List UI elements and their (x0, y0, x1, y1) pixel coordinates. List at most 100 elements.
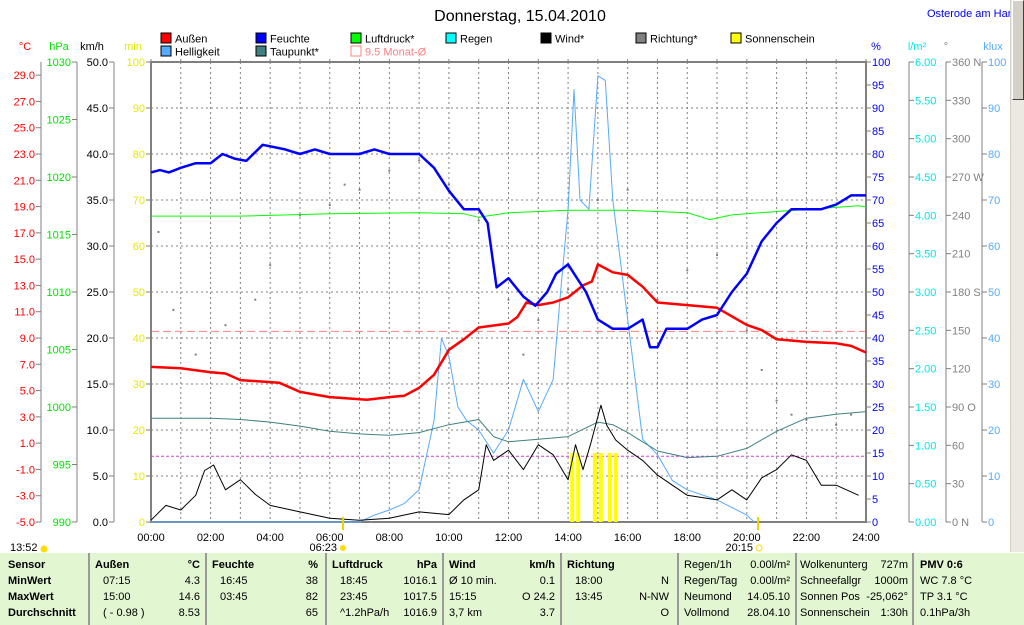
stat-row: 13:45 N-NW (567, 589, 669, 605)
statistics-panel: Sensor MinWert MaxWert Durchschnitt Außen °C 0… (0, 553, 1024, 625)
stat-column-wind: Wind km/h Ø 10 min. 0.1 15:15 O 24.2 3,7 km 3.7 (449, 557, 555, 621)
axis-tick-label: 6.00 (915, 57, 936, 69)
axis-tick-label: 40 (988, 333, 1000, 345)
direction-point (343, 183, 346, 186)
axis-tick-label: 50 (133, 287, 145, 299)
sensor-row-label: MaxWert (8, 591, 54, 603)
axis-unit-hum: % (871, 41, 881, 53)
sunrise-icon (340, 545, 346, 551)
wolken-value: -25,062° (866, 591, 908, 603)
pmv-row: PMV 0:6 (920, 559, 963, 571)
x-tick-label: 20:00 (733, 532, 761, 544)
direction-point (760, 368, 763, 371)
stat-value: O 24.2 (521, 591, 555, 603)
stat-header: Feuchte% (212, 557, 318, 573)
axis-tick-label: 40 (872, 333, 884, 345)
column-separator (325, 553, 327, 625)
column-separator (677, 553, 679, 625)
legend-label: 9.5 Monat-Ø (365, 47, 427, 59)
axis-tick-label: 85 (872, 126, 884, 138)
stat-row: 07:15 4.3 (95, 573, 200, 589)
stat-value: 65 (305, 607, 318, 619)
wolken-label: Sonnen Pos (800, 591, 860, 603)
vertical-scrollbar[interactable] (1010, 0, 1024, 552)
direction-point (537, 319, 540, 322)
stat-column-luftdruck: Luftdruck hPa 18:45 1016.1 23:45 1017.5 ^1.2hP… (332, 557, 437, 621)
axis-tick-label: 5 (872, 494, 878, 506)
x-tick-label: 14:00 (554, 532, 582, 544)
stat-value: 4.3 (184, 575, 200, 587)
axis-tick-label: 0 N (952, 517, 969, 529)
axis-tick-label: 60 (952, 440, 964, 452)
axis-tick-label: 15.0 (87, 379, 108, 391)
axis-tick-label: 13.0 (14, 280, 35, 292)
stat-value: N-NW (639, 591, 669, 603)
axis-tick-label: 95 (872, 80, 884, 92)
direction-point (850, 413, 853, 416)
axis-tick-label: 25 (872, 402, 884, 414)
x-tick-label: 24:00 (852, 532, 880, 544)
axis-tick-label: 30.0 (87, 241, 108, 253)
axis-tick-label: 90 (872, 103, 884, 115)
stat-column-feuchte: Feuchte% 16:45 38 03:45 82 65 (212, 557, 318, 621)
direction-point (835, 423, 838, 426)
x-tick-label: 06:00 (316, 532, 344, 544)
legend-label: Feuchte (270, 34, 310, 46)
sunshine-bar (607, 453, 612, 522)
axis-tick-label: 30 (133, 379, 145, 391)
regen-column: Regen/1h 0.00l/m² Regen/Tag 0.00l/m² Neumond… (684, 557, 790, 621)
axis-tick-label: 65 (872, 218, 884, 230)
direction-point (388, 169, 391, 172)
stat-value: 3.7 (539, 607, 555, 619)
axis-unit-temp: °C (19, 41, 31, 53)
regen-value: 0.00l/m² (750, 559, 790, 571)
stat-time: 3,7 km (449, 607, 483, 619)
axis-tick-label: 30 (988, 379, 1000, 391)
stat-value: 1017.5 (403, 591, 437, 603)
regen-value: 14.05.10 (747, 591, 790, 603)
direction-point (790, 413, 793, 416)
axis-tick-label: 20 (988, 425, 1000, 437)
axis-tick-label: 90 (988, 103, 1000, 115)
regen-label: Neumond (684, 591, 732, 603)
legend-label: Richtung* (650, 34, 698, 46)
regen-label: Regen/Tag (684, 575, 738, 587)
direction-point (328, 204, 331, 207)
axis-tick-label: 75 (872, 172, 884, 184)
axis-tick-label: 1020 (47, 172, 71, 184)
direction-point (157, 230, 160, 233)
direction-point (745, 329, 748, 332)
axis-tick-label: 0.50 (915, 479, 936, 491)
stat-time: 15:15 (449, 591, 477, 603)
stat-row: ( - 0.98 ) 8.53 (95, 605, 200, 621)
legend-swatch-5 (635, 32, 647, 44)
axis-tick-label: 360 N (952, 57, 981, 69)
legend-swatch-1 (255, 32, 267, 44)
stat-header-label: Außen (95, 559, 130, 571)
axis-tick-label: 60 (872, 241, 884, 253)
direction-point (567, 288, 570, 291)
axis-tick-label: 5.00 (915, 134, 936, 146)
axis-tick-label: 11.0 (14, 307, 35, 319)
stat-header: Wind km/h (449, 557, 555, 573)
legend-swatch-8 (255, 45, 267, 57)
regen-value: 0.00l/m² (750, 575, 790, 587)
stat-row: ^1.2hPa/h 1016.9 (332, 605, 437, 621)
axis-tick-label: 4.00 (915, 210, 936, 222)
stat-time (212, 605, 220, 621)
wolken-row: Wolkenunterg 727m (800, 557, 908, 573)
axis-tick-label: 0.0 (93, 517, 108, 529)
axis-tick-label: 300 (952, 134, 970, 146)
axis-tick-label: 1015 (47, 230, 71, 242)
pmv-row: 0.1hPa/3h (920, 607, 971, 619)
series-line-feuchte (150, 143, 866, 349)
axis-tick-label: 5.0 (20, 386, 35, 398)
axis-tick-label: 1.50 (915, 402, 936, 414)
stat-header: Luftdruck hPa (332, 557, 437, 573)
axis-tick-label: 20 (133, 425, 145, 437)
stat-row: 23:45 1017.5 (332, 589, 437, 605)
axis-tick-label: 30 (872, 379, 884, 391)
wolken-value: 727m (880, 559, 908, 571)
scrollbar-thumb[interactable] (1012, 0, 1024, 100)
legend-label: Helligkeit (175, 47, 220, 59)
